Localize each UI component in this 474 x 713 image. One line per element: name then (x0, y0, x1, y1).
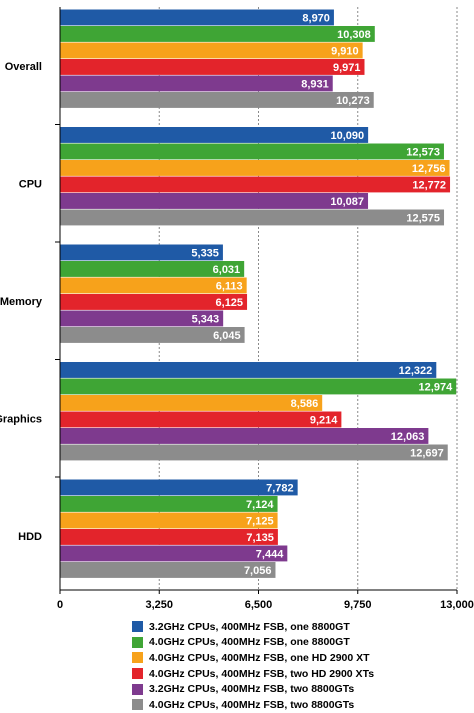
data-label: 12,772 (412, 179, 446, 191)
bar (60, 176, 451, 193)
category-label: HDD (18, 531, 42, 543)
labels: 0 3,250 6,500 9,750 13,000 Overall 8,970 10,308… (0, 12, 474, 611)
bar (60, 428, 429, 444)
axes (55, 7, 458, 594)
data-label: 10,090 (330, 130, 364, 142)
x-tick-label: 6,500 (245, 599, 273, 611)
data-label: 12,573 (406, 146, 440, 158)
legend-item: 3.2GHz CPUs, 400MHz FSB, two 8800GTs (132, 681, 374, 697)
legend-swatch (132, 683, 143, 695)
data-label: 7,782 (266, 482, 294, 494)
legend-swatch (132, 652, 143, 664)
bar (60, 294, 248, 310)
legend-label: 4.0GHz CPUs, 400MHz FSB, two HD 2900 XTs (149, 667, 375, 680)
category-label: Memory (0, 296, 43, 308)
bar (60, 512, 278, 529)
bar (60, 562, 276, 578)
bar (60, 9, 334, 26)
data-label: 7,135 (246, 532, 274, 544)
bar (60, 160, 450, 176)
bars (60, 9, 457, 578)
data-label: 5,343 (192, 313, 220, 325)
data-label: 8,970 (302, 12, 330, 24)
data-label: 6,031 (213, 264, 241, 276)
legend-item: 3.2GHz CPUs, 400MHz FSB, one 8800GT (132, 619, 374, 635)
data-label: 6,113 (216, 280, 243, 292)
legend-item: 4.0GHz CPUs, 400MHz FSB, two 8800GTs (132, 697, 374, 713)
data-label: 12,756 (412, 163, 446, 175)
legend-label: 4.0GHz CPUs, 400MHz FSB, one 8800GT (149, 636, 350, 649)
legend-label: 4.0GHz CPUs, 400MHz FSB, one HD 2900 XT (149, 651, 370, 664)
legend-item: 4.0GHz CPUs, 400MHz FSB, one 8800GT (132, 635, 374, 651)
bar (60, 395, 323, 411)
data-label: 7,125 (246, 515, 274, 527)
bar (60, 209, 445, 226)
bar (60, 378, 457, 395)
data-label: 12,974 (419, 381, 454, 393)
data-label: 12,063 (391, 431, 425, 443)
legend-swatch (132, 636, 143, 648)
legend: 3.2GHz CPUs, 400MHz FSB, one 8800GT 4.0GH… (132, 619, 374, 713)
data-label: 6,045 (213, 330, 241, 342)
bar (60, 444, 448, 461)
x-tick-label: 3,250 (145, 599, 173, 611)
bar (60, 59, 365, 75)
data-label: 8,586 (291, 398, 319, 410)
x-tick-label: 9,750 (344, 599, 372, 611)
data-label: 12,575 (406, 212, 440, 224)
legend-item: 4.0GHz CPUs, 400MHz FSB, one HD 2900 XT (132, 650, 374, 666)
legend-swatch (132, 621, 143, 633)
legend-label: 3.2GHz CPUs, 400MHz FSB, one 8800GT (149, 620, 350, 633)
bar (60, 26, 375, 42)
bar (60, 545, 288, 562)
legend-label: 3.2GHz CPUs, 400MHz FSB, two 8800GTs (149, 683, 355, 696)
data-label: 10,273 (336, 95, 370, 107)
data-label: 7,056 (244, 565, 272, 577)
legend-swatch (132, 668, 143, 680)
data-label: 5,335 (191, 247, 219, 259)
bar (60, 193, 369, 209)
bar (60, 42, 363, 59)
data-label: 12,322 (399, 365, 433, 377)
bar (60, 244, 223, 261)
data-label: 7,444 (256, 548, 284, 560)
legend-label: 4.0GHz CPUs, 400MHz FSB, two 8800GTs (149, 698, 355, 711)
bar (60, 327, 245, 343)
bar (60, 411, 342, 428)
category-label: Overall (5, 61, 42, 73)
bar (60, 362, 437, 378)
bar (60, 310, 224, 327)
data-label: 7,124 (246, 499, 274, 511)
legend-item: 4.0GHz CPUs, 400MHz FSB, two HD 2900 XTs (132, 666, 374, 682)
data-label: 9,971 (333, 62, 361, 74)
data-label: 10,087 (330, 196, 364, 208)
data-label: 12,697 (410, 447, 444, 459)
legend-swatch (132, 699, 143, 711)
bar (60, 529, 278, 545)
bar (60, 479, 298, 496)
data-label: 9,214 (310, 414, 338, 426)
category-label: Graphics (0, 413, 42, 425)
data-label: 9,910 (331, 45, 359, 57)
bar (60, 261, 245, 277)
bar (60, 92, 374, 108)
bar (60, 496, 278, 512)
bar (60, 143, 444, 160)
data-label: 10,308 (337, 29, 371, 41)
bar (60, 127, 369, 143)
x-tick-label: 13,000 (440, 599, 474, 611)
x-tick-label: 0 (57, 599, 63, 611)
data-label: 6,125 (216, 297, 244, 309)
bar (60, 277, 247, 294)
data-label: 8,931 (301, 78, 329, 90)
category-label: CPU (19, 178, 42, 190)
bar (60, 75, 333, 92)
